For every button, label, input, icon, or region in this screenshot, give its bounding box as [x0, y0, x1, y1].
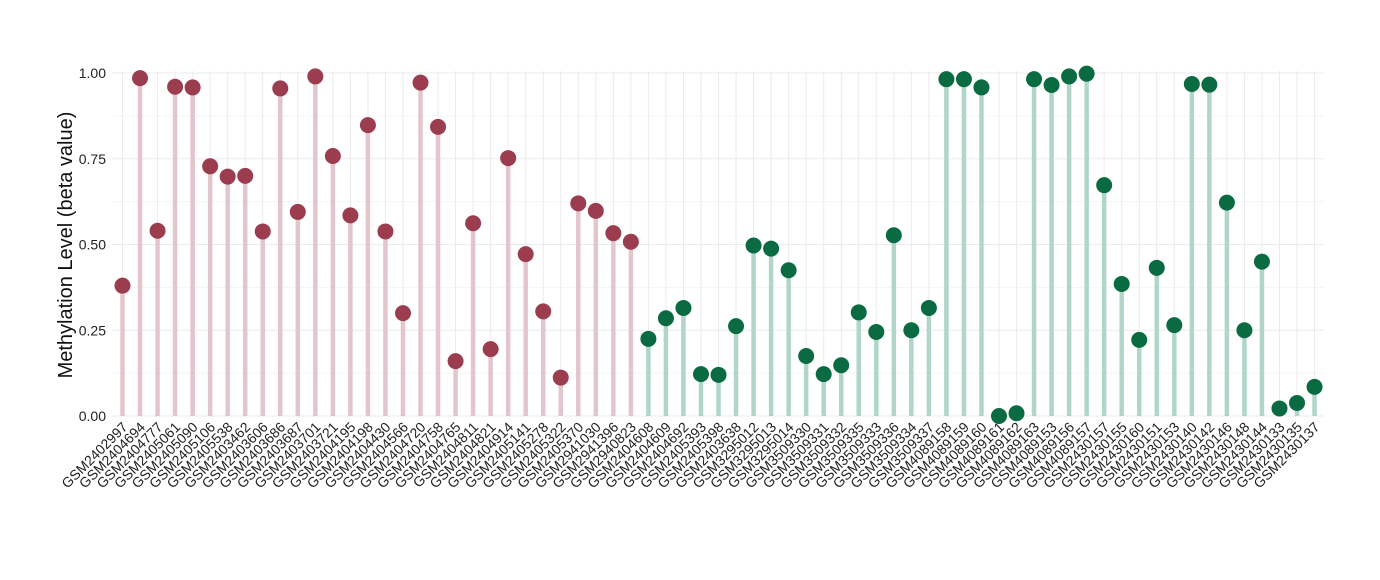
- data-point: [710, 366, 727, 383]
- data-point: [324, 148, 341, 165]
- data-point: [1148, 259, 1165, 276]
- data-point: [1096, 177, 1113, 194]
- data-point: [237, 167, 254, 184]
- data-point: [1078, 65, 1095, 82]
- data-point: [920, 299, 937, 316]
- data-point: [991, 408, 1007, 424]
- data-point: [1236, 322, 1253, 339]
- data-point: [1253, 253, 1270, 270]
- data-point: [552, 369, 569, 386]
- y-axis-title: Methylation Level (beta value): [55, 112, 77, 379]
- data-point: [798, 347, 815, 364]
- data-point: [254, 223, 271, 240]
- data-point: [763, 240, 780, 257]
- data-point: [973, 79, 990, 96]
- y-tick-label: 0.75: [79, 151, 106, 167]
- data-point: [500, 150, 517, 167]
- data-point: [622, 233, 639, 250]
- data-point: [447, 353, 464, 370]
- y-tick-label: 1.00: [79, 65, 106, 81]
- data-point: [412, 74, 429, 91]
- data-point: [482, 341, 499, 358]
- data-point: [289, 203, 306, 220]
- y-tick-label: 0.50: [79, 237, 106, 253]
- data-point: [938, 71, 955, 88]
- data-point: [1113, 275, 1130, 292]
- data-point: [184, 79, 201, 96]
- data-point: [1008, 405, 1025, 422]
- data-point: [114, 277, 131, 294]
- data-point: [885, 227, 902, 244]
- data-point: [868, 323, 885, 340]
- data-point: [1271, 400, 1288, 417]
- data-point: [202, 158, 219, 175]
- data-point: [359, 117, 376, 134]
- lollipop-points: [114, 65, 1323, 424]
- y-tick-label: 0.00: [79, 408, 106, 424]
- data-point: [517, 246, 534, 263]
- data-point: [850, 304, 867, 321]
- data-point: [272, 80, 289, 97]
- data-point: [1306, 378, 1323, 395]
- data-point: [955, 71, 972, 88]
- data-point: [657, 310, 674, 327]
- data-point: [342, 207, 359, 224]
- data-point: [167, 78, 184, 95]
- data-point: [1043, 77, 1060, 94]
- lollipop-stems: [120, 73, 1317, 416]
- data-point: [728, 318, 745, 335]
- grid-lines: [112, 71, 1324, 417]
- data-point: [1218, 194, 1235, 211]
- y-tick-label: 0.25: [79, 322, 106, 338]
- data-point: [570, 195, 587, 212]
- data-point: [430, 118, 447, 135]
- data-point: [640, 330, 657, 347]
- data-point: [833, 357, 850, 374]
- data-point: [1183, 75, 1200, 92]
- data-point: [780, 262, 797, 279]
- data-point: [587, 202, 604, 219]
- data-point: [1061, 68, 1078, 85]
- data-point: [1166, 317, 1183, 334]
- data-point: [1289, 394, 1306, 411]
- data-point: [1131, 331, 1148, 348]
- data-point: [465, 215, 482, 232]
- x-axis: GSM2402997GSM2404694GSM2404777GSM2405061…: [58, 419, 1323, 492]
- data-point: [815, 366, 832, 383]
- data-point: [692, 366, 709, 383]
- y-axis: 0.00 0.25 0.50 0.75 1.00: [79, 65, 106, 424]
- data-point: [149, 222, 166, 239]
- data-point: [535, 303, 552, 320]
- data-point: [1026, 71, 1043, 88]
- data-point: [394, 305, 411, 322]
- data-point: [1201, 76, 1218, 93]
- data-point: [605, 225, 622, 242]
- data-point: [903, 322, 920, 339]
- data-point: [675, 299, 692, 316]
- data-point: [377, 223, 394, 240]
- data-point: [307, 68, 324, 85]
- data-point: [745, 237, 762, 254]
- data-point: [219, 168, 236, 185]
- data-point: [132, 70, 149, 87]
